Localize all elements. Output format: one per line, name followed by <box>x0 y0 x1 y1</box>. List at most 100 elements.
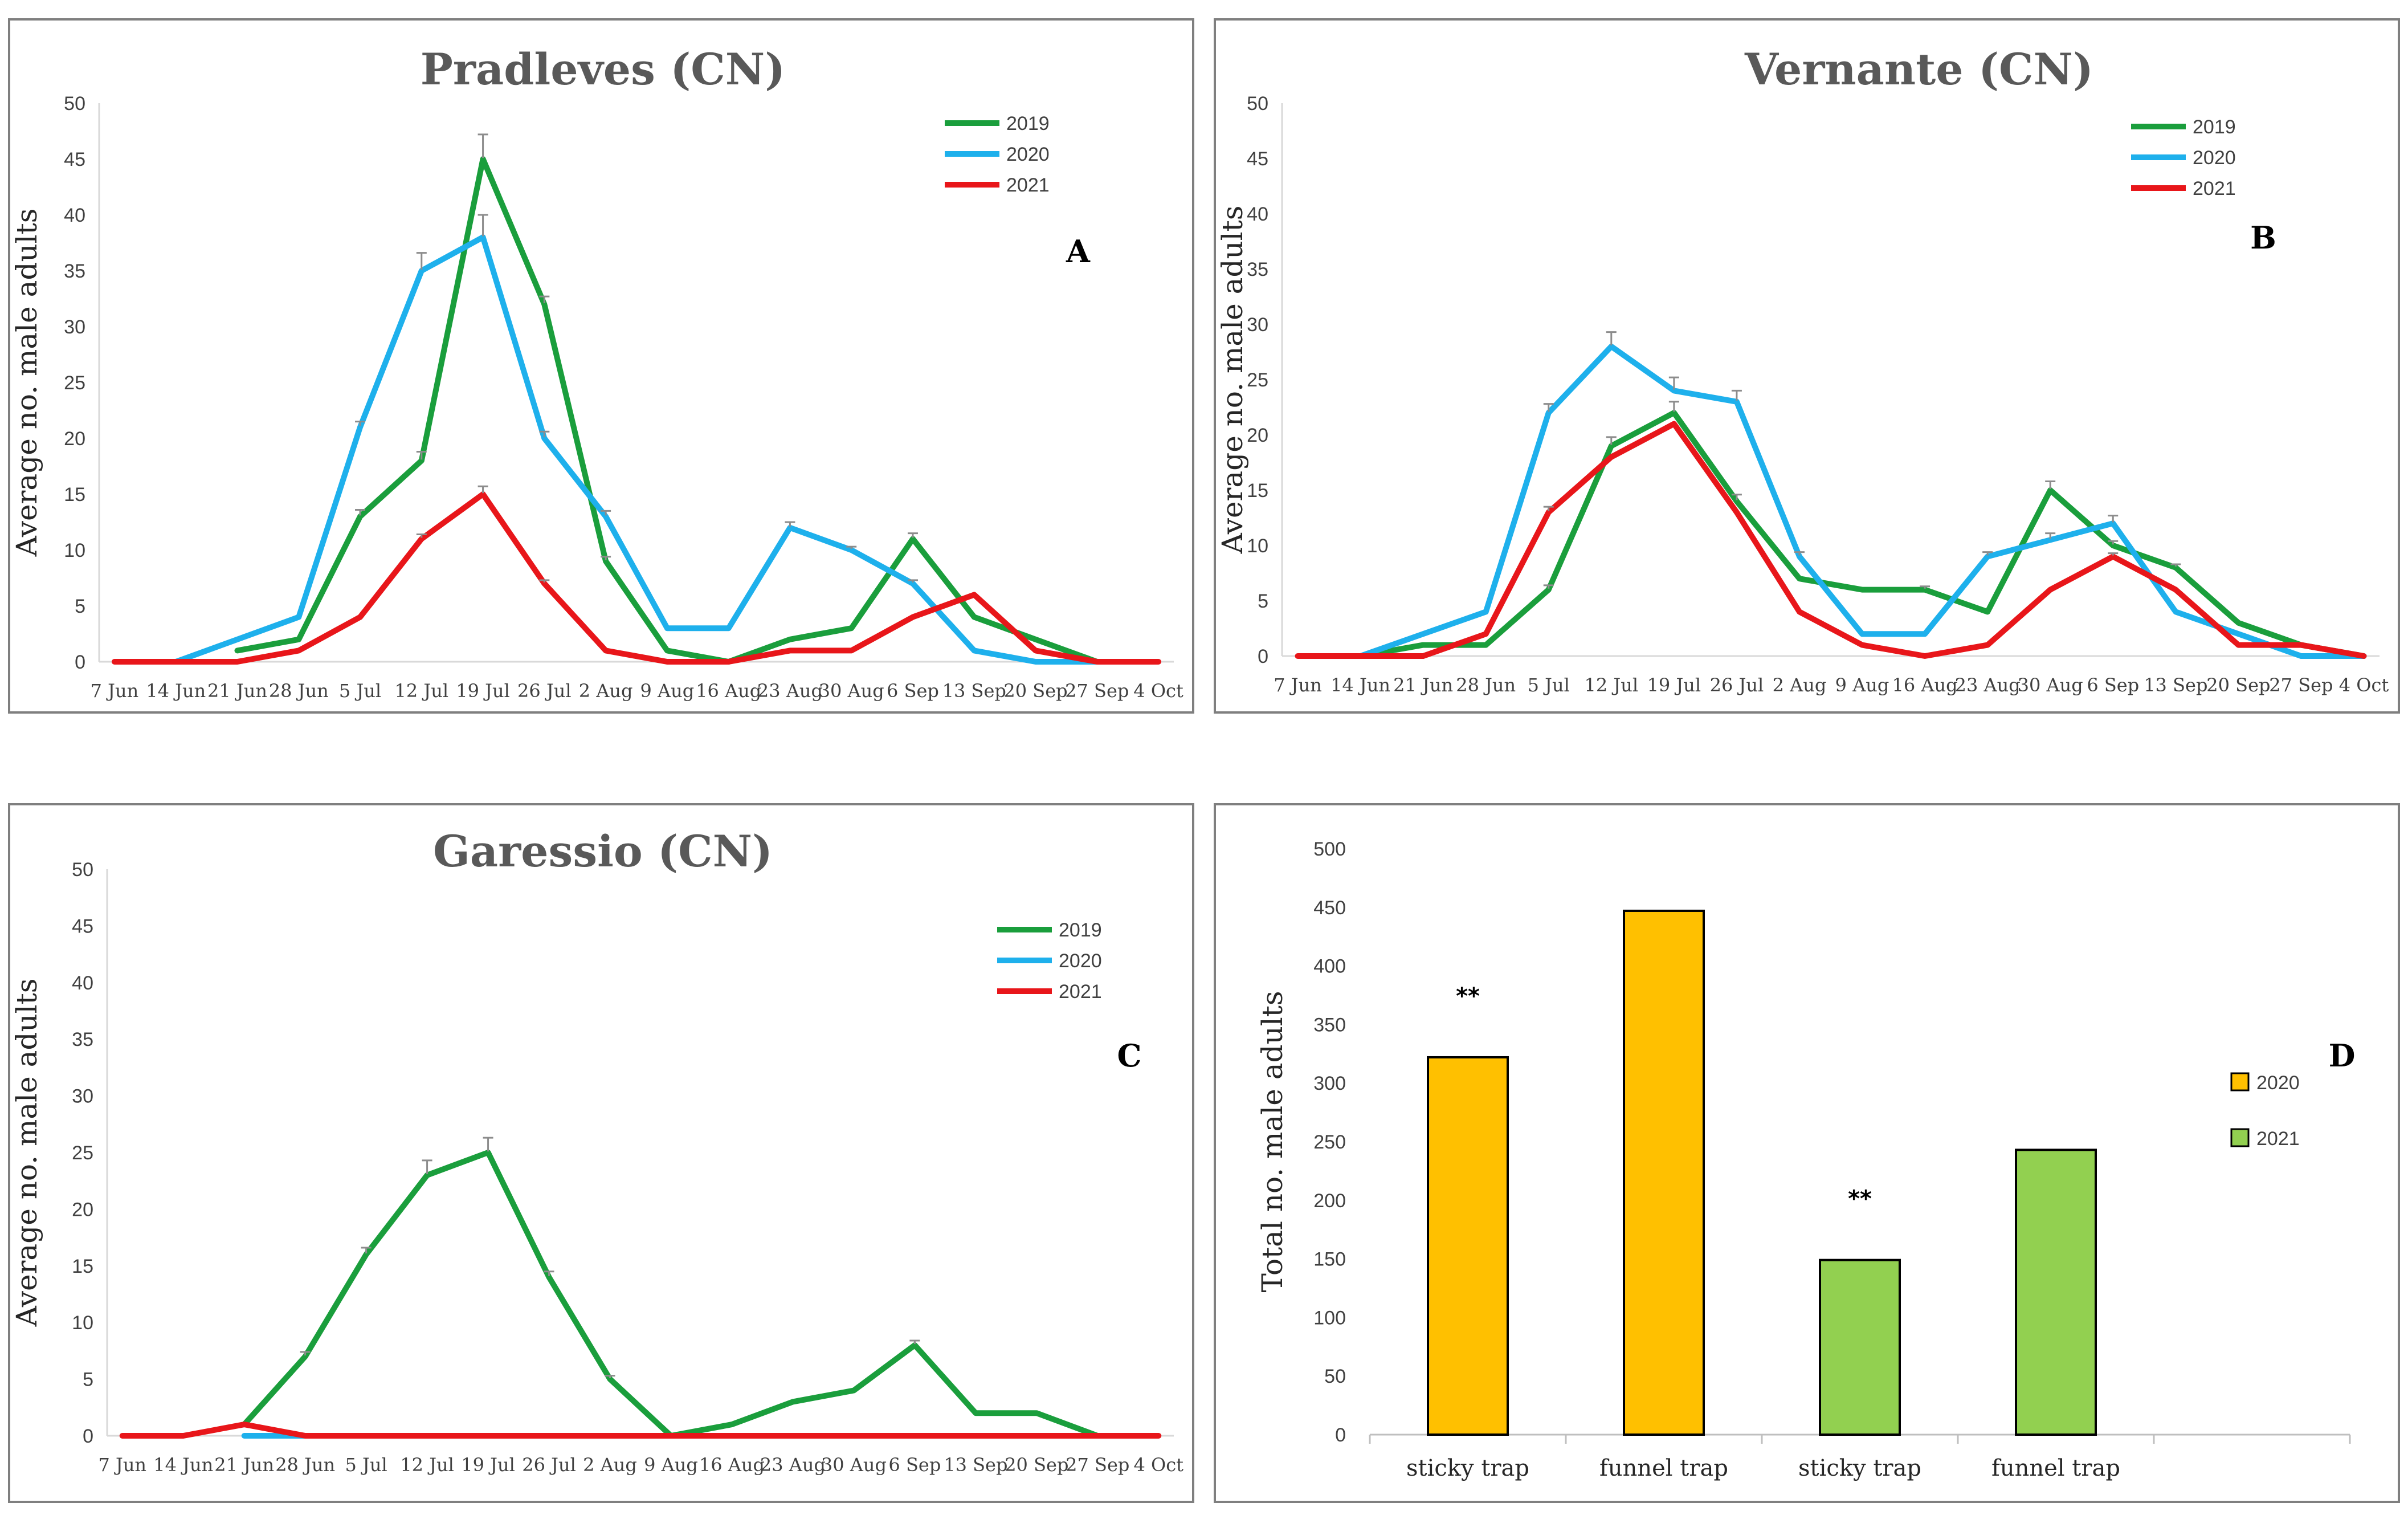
y-tick-label: 150 <box>1313 1249 1346 1270</box>
data-point-2021 <box>297 649 300 652</box>
data-point-2019 <box>1422 644 1425 646</box>
data-point-2021 <box>2174 588 2177 591</box>
x-tick-label: 14 Jun <box>1330 674 1390 696</box>
data-point-2021 <box>1157 1435 1160 1437</box>
data-point-2021 <box>1484 633 1487 636</box>
legend-label-2020: 2020 <box>1059 950 1102 972</box>
x-tick-label: 13 Sep <box>942 680 1006 702</box>
data-point-2021 <box>2362 655 2365 657</box>
x-tick-label: 21 Jun <box>214 1454 274 1476</box>
y-tick-label: 35 <box>64 260 85 282</box>
x-tick-label: 12 Jul <box>400 1454 454 1476</box>
legend-label-2021: 2021 <box>2193 178 2236 199</box>
y-tick-label: 40 <box>1247 203 1268 225</box>
x-tick-label: 30 Aug <box>821 1454 887 1476</box>
legend-label-2020: 2020 <box>1006 144 1050 165</box>
data-point-2019 <box>1484 644 1487 646</box>
data-point-2021 <box>850 649 853 652</box>
data-point-2019 <box>1672 412 1675 414</box>
x-tick-label: 27 Sep <box>1065 680 1129 702</box>
y-tick-label: 15 <box>64 484 85 506</box>
data-point-2021 <box>182 1435 185 1437</box>
y-tick-label: 10 <box>64 540 85 561</box>
data-point-2021 <box>1672 422 1675 425</box>
data-point-2020 <box>2112 522 2115 525</box>
data-point-2020 <box>543 437 546 439</box>
y-tick-label: 15 <box>1247 480 1268 502</box>
data-point-2019 <box>365 1253 368 1256</box>
y-tick-label: 5 <box>75 596 85 617</box>
data-point-2021 <box>1798 610 1801 613</box>
data-point-2021 <box>1986 644 1989 646</box>
y-tick-label: 20 <box>64 428 85 450</box>
panel-label: D <box>2329 1037 2356 1074</box>
y-axis-label: Average no. male adults <box>1216 206 1249 555</box>
data-point-2021 <box>481 493 484 495</box>
x-tick-label: 14 Jun <box>146 680 206 702</box>
x-tick-label: 7 Jun <box>98 1454 146 1476</box>
y-tick-label: 50 <box>72 859 93 881</box>
x-tick-label: 20 Sep <box>2206 674 2270 696</box>
chart-svg-c: Garessio (CN) Average no. male adults 0 5 10… <box>10 826 1183 1476</box>
data-point-2020 <box>1034 661 1037 663</box>
significance-marker: ** <box>1456 983 1480 1009</box>
data-point-2021 <box>359 616 362 618</box>
chart-panel-b: Vernante (CN) Average no. male adults 0 5 10… <box>1214 18 2400 714</box>
x-tick-label: 26 Jul <box>522 1454 576 1476</box>
x-tick-label: 14 Jun <box>153 1454 213 1476</box>
y-tick-label: 30 <box>72 1086 93 1107</box>
x-tick-label: 21 Jun <box>1393 674 1453 696</box>
y-tick-label: 45 <box>72 915 93 937</box>
x-tick-label: 23 Aug <box>757 680 823 702</box>
bar-2020 <box>1623 909 1705 1436</box>
bar-2020 <box>1427 1056 1509 1436</box>
data-point-2019 <box>605 560 607 563</box>
data-point-2021 <box>730 1435 733 1437</box>
data-point-2021 <box>1096 661 1099 663</box>
data-point-2021 <box>2112 555 2115 558</box>
data-point-2019 <box>426 1174 428 1176</box>
x-tick-label: 5 Jul <box>339 680 381 702</box>
data-point-2021 <box>548 1435 550 1437</box>
data-point-2019 <box>543 303 546 306</box>
legend-swatch-2020 <box>2230 1072 2250 1092</box>
y-tick-label: 500 <box>1313 838 1346 860</box>
data-point-2019 <box>236 649 239 652</box>
data-point-2019 <box>850 627 853 630</box>
data-point-2020 <box>1861 633 1864 636</box>
data-point-2021 <box>236 661 239 663</box>
data-point-2020 <box>236 638 239 641</box>
y-tick-label: 350 <box>1313 1014 1346 1036</box>
legend-label-2020: 2020 <box>2256 1072 2300 1094</box>
data-point-2021 <box>609 1435 611 1437</box>
data-point-2019 <box>791 1400 794 1403</box>
data-point-2020 <box>2237 633 2240 636</box>
data-point-2020 <box>727 627 730 630</box>
data-point-2020 <box>1798 555 1801 558</box>
data-point-2021 <box>1547 511 1550 514</box>
data-point-2021 <box>1610 455 1613 458</box>
significance-marker: ** <box>1848 1186 1872 1212</box>
data-point-2020 <box>911 582 914 585</box>
x-tick-label: 4 Oct <box>2339 674 2389 696</box>
y-tick-label: 10 <box>72 1312 93 1334</box>
data-point-2021 <box>113 661 116 663</box>
y-axis-label: Average no. male adults <box>10 209 43 557</box>
x-tick-label: 28 Jun <box>275 1454 335 1476</box>
y-tick-label: 200 <box>1313 1190 1346 1212</box>
data-point-2021 <box>304 1435 307 1437</box>
data-point-2021 <box>243 1423 246 1426</box>
data-point-2019 <box>974 1412 977 1415</box>
data-point-2021 <box>1359 655 1362 657</box>
y-tick-label: 0 <box>1335 1424 1346 1446</box>
x-tick-label: 26 Jul <box>1710 674 1764 696</box>
x-tick-label: 9 Aug <box>640 680 695 702</box>
x-tick-label: 2 Aug <box>1773 674 1827 696</box>
x-tick-label: 4 Oct <box>1133 1454 1183 1476</box>
y-tick-label: 5 <box>1258 590 1268 612</box>
y-tick-label: 100 <box>1313 1307 1346 1329</box>
x-tick-label: 13 Sep <box>2144 674 2207 696</box>
data-point-2019 <box>1798 577 1801 580</box>
data-point-2019 <box>730 1423 733 1426</box>
y-tick-label: 250 <box>1313 1131 1346 1153</box>
